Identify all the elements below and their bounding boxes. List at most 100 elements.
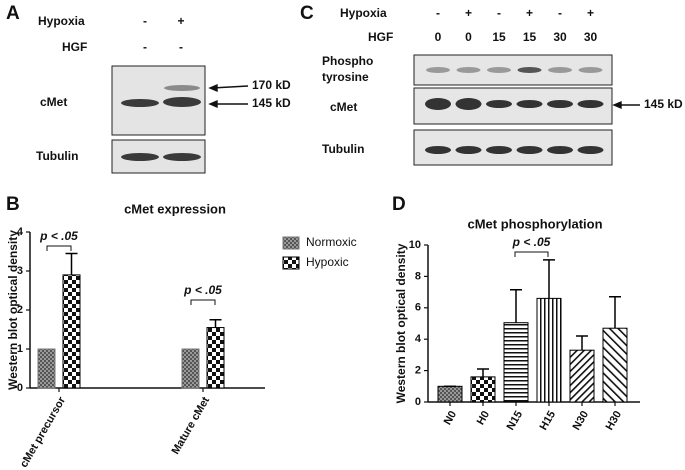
panel-letter: D: [392, 194, 406, 215]
condition-sign: +: [526, 6, 533, 20]
band: [425, 146, 451, 154]
x-tick-label: N0: [442, 409, 459, 427]
annotation: p < .05: [183, 283, 222, 297]
y-tick-label: 4: [17, 226, 24, 238]
annotation: p < .05: [512, 235, 551, 249]
bar: [206, 327, 225, 389]
band: [577, 146, 604, 154]
condition-sign: -: [497, 6, 501, 20]
condition-sign: +: [177, 14, 184, 28]
y-tick-label: 8: [415, 270, 421, 282]
bands: [425, 67, 604, 154]
arrows: [208, 83, 249, 109]
band: [517, 67, 542, 73]
bar: [602, 327, 628, 403]
error-bar: [209, 319, 222, 328]
error-bar: [576, 335, 588, 351]
band: [547, 100, 573, 108]
marker-label: 170 kD: [252, 78, 291, 92]
significance-bracket: [190, 299, 216, 305]
bar: [536, 297, 562, 403]
x-tick-label: cMet precursor: [18, 394, 68, 469]
x-tick-label: N30: [571, 409, 591, 432]
bar: [503, 322, 529, 403]
bands: [121, 85, 201, 161]
band: [426, 67, 450, 73]
condition-value: 0: [435, 30, 442, 44]
bar: [470, 376, 496, 403]
x-tick-label: H15: [538, 409, 558, 432]
legend-label: Hypoxic: [306, 255, 349, 269]
band: [486, 146, 512, 154]
band: [455, 98, 482, 110]
panel-letter: C: [300, 3, 314, 24]
marker-label: 145 kD: [252, 96, 291, 110]
y-tick-label: 2: [415, 365, 421, 377]
condition-value: 0: [465, 30, 472, 44]
row-label: Hypoxia: [340, 6, 387, 20]
band: [516, 146, 543, 154]
band: [425, 98, 451, 110]
blot-label: Tubulin: [36, 149, 78, 163]
x-tick-label: Mature cMet: [170, 395, 213, 457]
row-label: HGF: [368, 30, 393, 44]
bar: [437, 385, 463, 403]
chart-title: cMet phosphorylation: [467, 216, 602, 231]
panel-letter: A: [6, 3, 20, 24]
bar: [569, 349, 595, 403]
annotation: p < .05: [39, 229, 78, 243]
band: [548, 67, 572, 73]
band: [456, 67, 481, 73]
x-tick-label: N15: [505, 409, 525, 432]
significance-bracket: [514, 251, 549, 257]
condition-sign: +: [465, 6, 472, 20]
error-bar: [609, 296, 621, 329]
y-tick-label: 0: [415, 396, 421, 408]
error-bar: [65, 252, 78, 275]
blot-label: cMet: [40, 95, 67, 109]
arrows: [612, 100, 640, 110]
error-bar: [543, 259, 555, 299]
band: [577, 100, 604, 108]
y-tick-label: 3: [17, 265, 23, 277]
condition-sign: -: [558, 6, 562, 20]
legend-label: Normoxic: [306, 235, 357, 249]
y-tick-label: 1: [17, 343, 23, 355]
band: [455, 146, 482, 154]
panel-letter: B: [6, 194, 20, 215]
y-tick-label: 4: [415, 333, 422, 345]
condition-sign: -: [179, 40, 183, 54]
row-label: HGF: [62, 40, 87, 54]
condition-sign: +: [587, 6, 594, 20]
band: [486, 100, 512, 108]
condition-sign: -: [436, 6, 440, 20]
blot-label: tyrosine: [322, 70, 369, 84]
condition-value: 15: [523, 30, 537, 44]
legend-swatch: [282, 256, 300, 270]
legend-swatch: [282, 236, 300, 250]
bar: [62, 274, 81, 389]
band: [578, 67, 603, 73]
condition-value: 30: [584, 30, 598, 44]
significance-bracket: [46, 245, 72, 251]
blot-label: Phospho: [322, 54, 373, 68]
chart-title: cMet expression: [124, 201, 226, 216]
row-label: Hypoxia: [38, 14, 85, 28]
condition-value: 30: [553, 30, 567, 44]
condition-sign: -: [143, 40, 147, 54]
y-axis-label: Western blot optical density: [394, 243, 408, 403]
y-tick-label: 0: [17, 382, 23, 394]
condition-sign: -: [143, 14, 147, 28]
x-tick-label: H0: [475, 409, 492, 427]
error-bar: [510, 288, 522, 323]
bar: [181, 348, 200, 389]
band: [547, 146, 573, 154]
marker-label: 145 kD: [644, 97, 683, 111]
y-tick-label: 6: [415, 302, 421, 314]
x-tick-label: H30: [604, 409, 624, 432]
condition-value: 15: [492, 30, 506, 44]
y-tick-label: 2: [17, 304, 23, 316]
error-bar: [477, 368, 489, 377]
band: [487, 67, 511, 73]
